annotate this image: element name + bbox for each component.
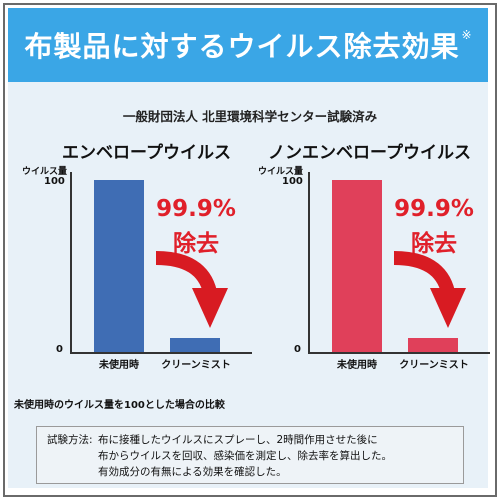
chart-title-envelope: エンベロープウイルス [62,143,231,163]
test-method-label: 試験方法: [47,434,93,446]
title-note-mark: ※ [461,28,472,42]
tick-bottom-envelope: 0 [56,344,63,355]
reduction-pct-envelope: 99.9% [156,196,236,222]
test-method-line: 布に接種したウイルスにスプレーし、2時間作用させた後に [98,434,378,446]
tick-top-envelope: 100 [44,176,65,187]
comparison-footnote: 未使用時のウイルス量を100とした場合の比較 [14,400,225,411]
testing-organization: 一般財団法人 北里環境科学センター試験済み [122,109,378,124]
xcat-unused-nonenvelope: 未使用時 [337,360,377,371]
header-banner: 布製品に対するウイルス除去効果 ※ [8,8,488,82]
bar-cleanmist-envelope [170,338,220,352]
content-panel [8,8,488,488]
test-method-line: 布からウイルスを回収、感染価を測定し、除去率を算出した。 [98,450,392,462]
reduction-pct-nonenvelope: 99.9% [394,196,474,222]
x-axis-nonenvelope [308,352,490,354]
bar-cleanmist-nonenvelope [408,338,458,352]
ylabel-nonenvelope: ウイルス量 [258,167,304,177]
xcat-unused-envelope: 未使用時 [99,360,139,371]
tick-top-nonenvelope: 100 [282,176,303,187]
y-axis-envelope [70,172,72,354]
chart-title-nonenvelope: ノンエンベロープウイルス [268,143,471,163]
xcat-cleanmist-nonenvelope: クリーンミスト [399,360,469,371]
page-title: 布製品に対するウイルス除去効果 [24,30,460,63]
xcat-cleanmist-envelope: クリーンミスト [161,360,231,371]
bar-unused-envelope [94,180,144,352]
test-method-box [36,426,464,484]
down-arrow-icon [155,251,228,328]
ylabel-envelope: ウイルス量 [22,167,68,177]
down-arrow-icon [393,251,466,328]
x-axis-envelope [70,352,252,354]
y-axis-nonenvelope [308,172,310,354]
reduction-label-envelope: 除去 [173,231,219,257]
reduction-label-nonenvelope: 除去 [411,231,457,257]
tick-bottom-nonenvelope: 0 [294,344,301,355]
test-method-line: 有効成分の有無による効果を確認した。 [98,466,287,478]
bar-unused-nonenvelope [332,180,382,352]
